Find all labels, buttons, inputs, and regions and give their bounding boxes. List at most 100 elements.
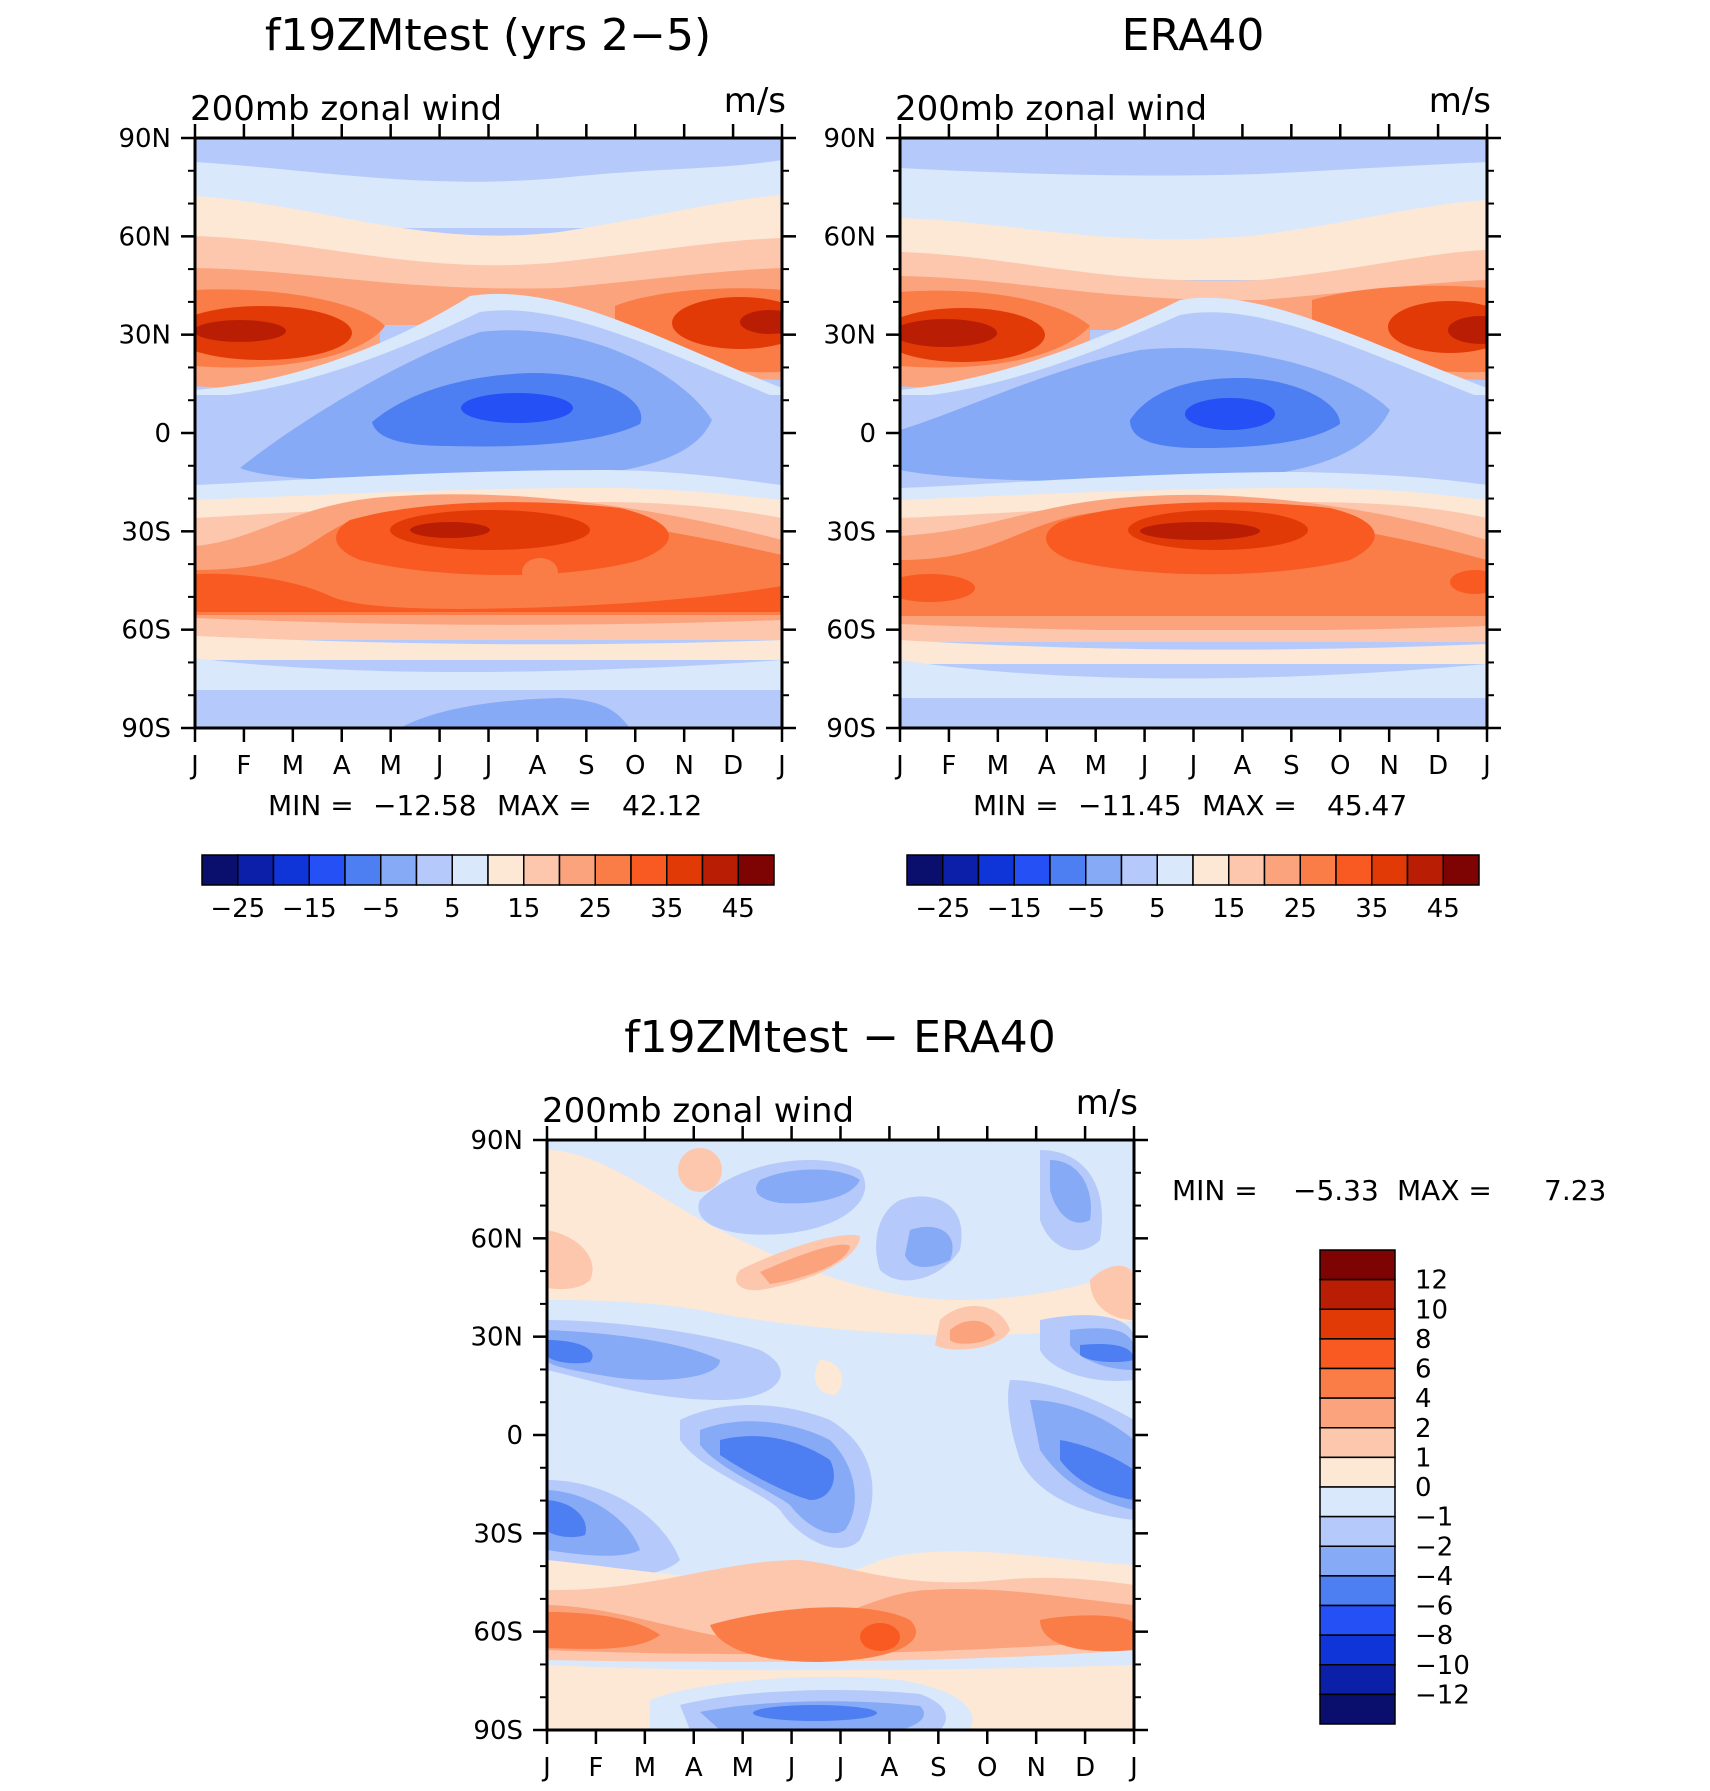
max-label: MAX = [497, 789, 592, 822]
colorbar-swatch [1319, 1456, 1396, 1488]
colorbar-swatch [380, 854, 418, 886]
colorbar-label: 45 [722, 894, 755, 924]
x-tick-label: J [483, 751, 493, 781]
colorbar-label: 1 [1415, 1443, 1432, 1473]
colorbar-label: −1 [1415, 1503, 1453, 1533]
panel-units-label: m/s [1076, 1083, 1138, 1123]
x-tick-label: J [541, 1753, 551, 1783]
x-tick-label: N [674, 751, 693, 781]
panel-left-label: 200mb zonal wind [542, 1091, 854, 1131]
x-tick-label: M [282, 751, 304, 781]
colorbar-label: 6 [1415, 1355, 1432, 1385]
panel-title: f19ZMtest (yrs 2−5) [265, 10, 711, 61]
min-label: MIN = [268, 789, 354, 822]
x-tick-label: S [578, 751, 595, 781]
stats-line: MIN = −12.58 MAX = 42.12 [268, 789, 702, 822]
x-tick-label: M [379, 751, 401, 781]
max-value: 45.47 [1327, 789, 1407, 822]
colorbar-label: −4 [1415, 1562, 1453, 1592]
y-tick-label: 60N [470, 1224, 523, 1254]
colorbar-swatch [1049, 854, 1087, 886]
colorbar-swatch [1263, 854, 1301, 886]
colorbar-swatch [523, 854, 561, 886]
colorbar-swatch [942, 854, 980, 886]
y-tick-label: 90S [121, 714, 171, 744]
colorbar-swatch [1319, 1693, 1396, 1725]
colorbar-label: 15 [1212, 894, 1245, 924]
panel-left-label: 200mb zonal wind [895, 89, 1207, 129]
colorbar-obs: −25 −15 −5 5 15 25 35 45 [906, 854, 1480, 924]
y-tick-label: 60N [118, 222, 171, 252]
y-tick-label: 60S [826, 616, 876, 646]
colorbar-label: 35 [1355, 894, 1388, 924]
colorbar-label: −12 [1415, 1680, 1470, 1710]
y-tick-label: 90N [823, 124, 876, 154]
y-tick-labels-obs: 90N 60N 30N 0 30S 60S 90S [823, 124, 876, 744]
x-tick-label: M [1084, 751, 1106, 781]
x-tick-label: A [881, 1753, 899, 1783]
x-tick-label: J [434, 751, 444, 781]
axis-ticks-diff [533, 1126, 1148, 1744]
colorbar-label: 5 [1149, 894, 1166, 924]
colorbar-swatch [1156, 854, 1194, 886]
y-tick-label: 90N [118, 124, 171, 154]
x-tick-label: M [731, 1753, 753, 1783]
x-tick-label: D [1428, 751, 1448, 781]
x-tick-label: J [189, 751, 199, 781]
x-tick-label: M [634, 1753, 656, 1783]
x-tick-label: F [941, 751, 956, 781]
panel-model: f19ZMtest (yrs 2−5) 200mb zonal wind m/s [118, 10, 796, 924]
panel-diff: f19ZMtest − ERA40 200mb zonal wind m/s [470, 1012, 1606, 1783]
x-tick-label: F [588, 1753, 603, 1783]
x-tick-label: A [333, 751, 351, 781]
colorbar-swatch [1335, 854, 1373, 886]
colorbar-swatch [1299, 854, 1337, 886]
colorbar-label: 15 [507, 894, 540, 924]
colorbar-swatch [1120, 854, 1158, 886]
panel-units-label: m/s [1429, 81, 1491, 121]
colorbar-model: −25 −15 −5 5 15 25 35 45 [201, 854, 775, 924]
x-tick-label: N [1379, 751, 1398, 781]
colorbar-swatch [737, 854, 775, 886]
colorbar-label: 45 [1427, 894, 1460, 924]
colorbar-swatch [977, 854, 1015, 886]
colorbar-swatch [1319, 1249, 1396, 1281]
y-tick-label: 60N [823, 222, 876, 252]
max-value: 42.12 [622, 789, 702, 822]
colorbar-swatch [1228, 854, 1266, 886]
colorbar-swatch [487, 854, 525, 886]
colorbar-label: 0 [1415, 1473, 1432, 1503]
panel-obs: ERA40 200mb zonal wind m/s [823, 10, 1501, 924]
y-tick-label: 60S [473, 1618, 523, 1648]
min-label: MIN = [1172, 1174, 1258, 1207]
x-tick-label: D [1075, 1753, 1095, 1783]
x-tick-label: O [1330, 751, 1350, 781]
colorbar-swatch [1319, 1486, 1396, 1518]
colorbar-swatch [1319, 1427, 1396, 1459]
x-tick-label: J [1128, 1753, 1138, 1783]
colorbar-swatch [1319, 1545, 1396, 1577]
x-tick-label: A [1234, 751, 1252, 781]
min-label: MIN = [973, 789, 1059, 822]
colorbar-swatch [237, 854, 275, 886]
colorbar-label: −15 [282, 894, 337, 924]
x-tick-label: O [977, 1753, 997, 1783]
colorbar-label: 35 [650, 894, 683, 924]
max-label: MAX = [1397, 1174, 1492, 1207]
colorbar-swatch [308, 854, 346, 886]
x-tick-label: A [1038, 751, 1056, 781]
colorbar-swatch [906, 854, 944, 886]
colorbar-label: 25 [579, 894, 612, 924]
x-tick-label: J [1481, 751, 1491, 781]
x-tick-label: O [625, 751, 645, 781]
y-tick-label: 30N [470, 1323, 523, 1353]
colorbar-swatch [201, 854, 239, 886]
colorbar-swatch [1319, 1604, 1396, 1636]
x-tick-label: J [776, 751, 786, 781]
contour-field [900, 138, 1487, 728]
x-tick-label: N [1026, 1753, 1045, 1783]
x-tick-label: F [236, 751, 251, 781]
y-tick-label: 90S [826, 714, 876, 744]
min-value: −12.58 [373, 789, 477, 822]
